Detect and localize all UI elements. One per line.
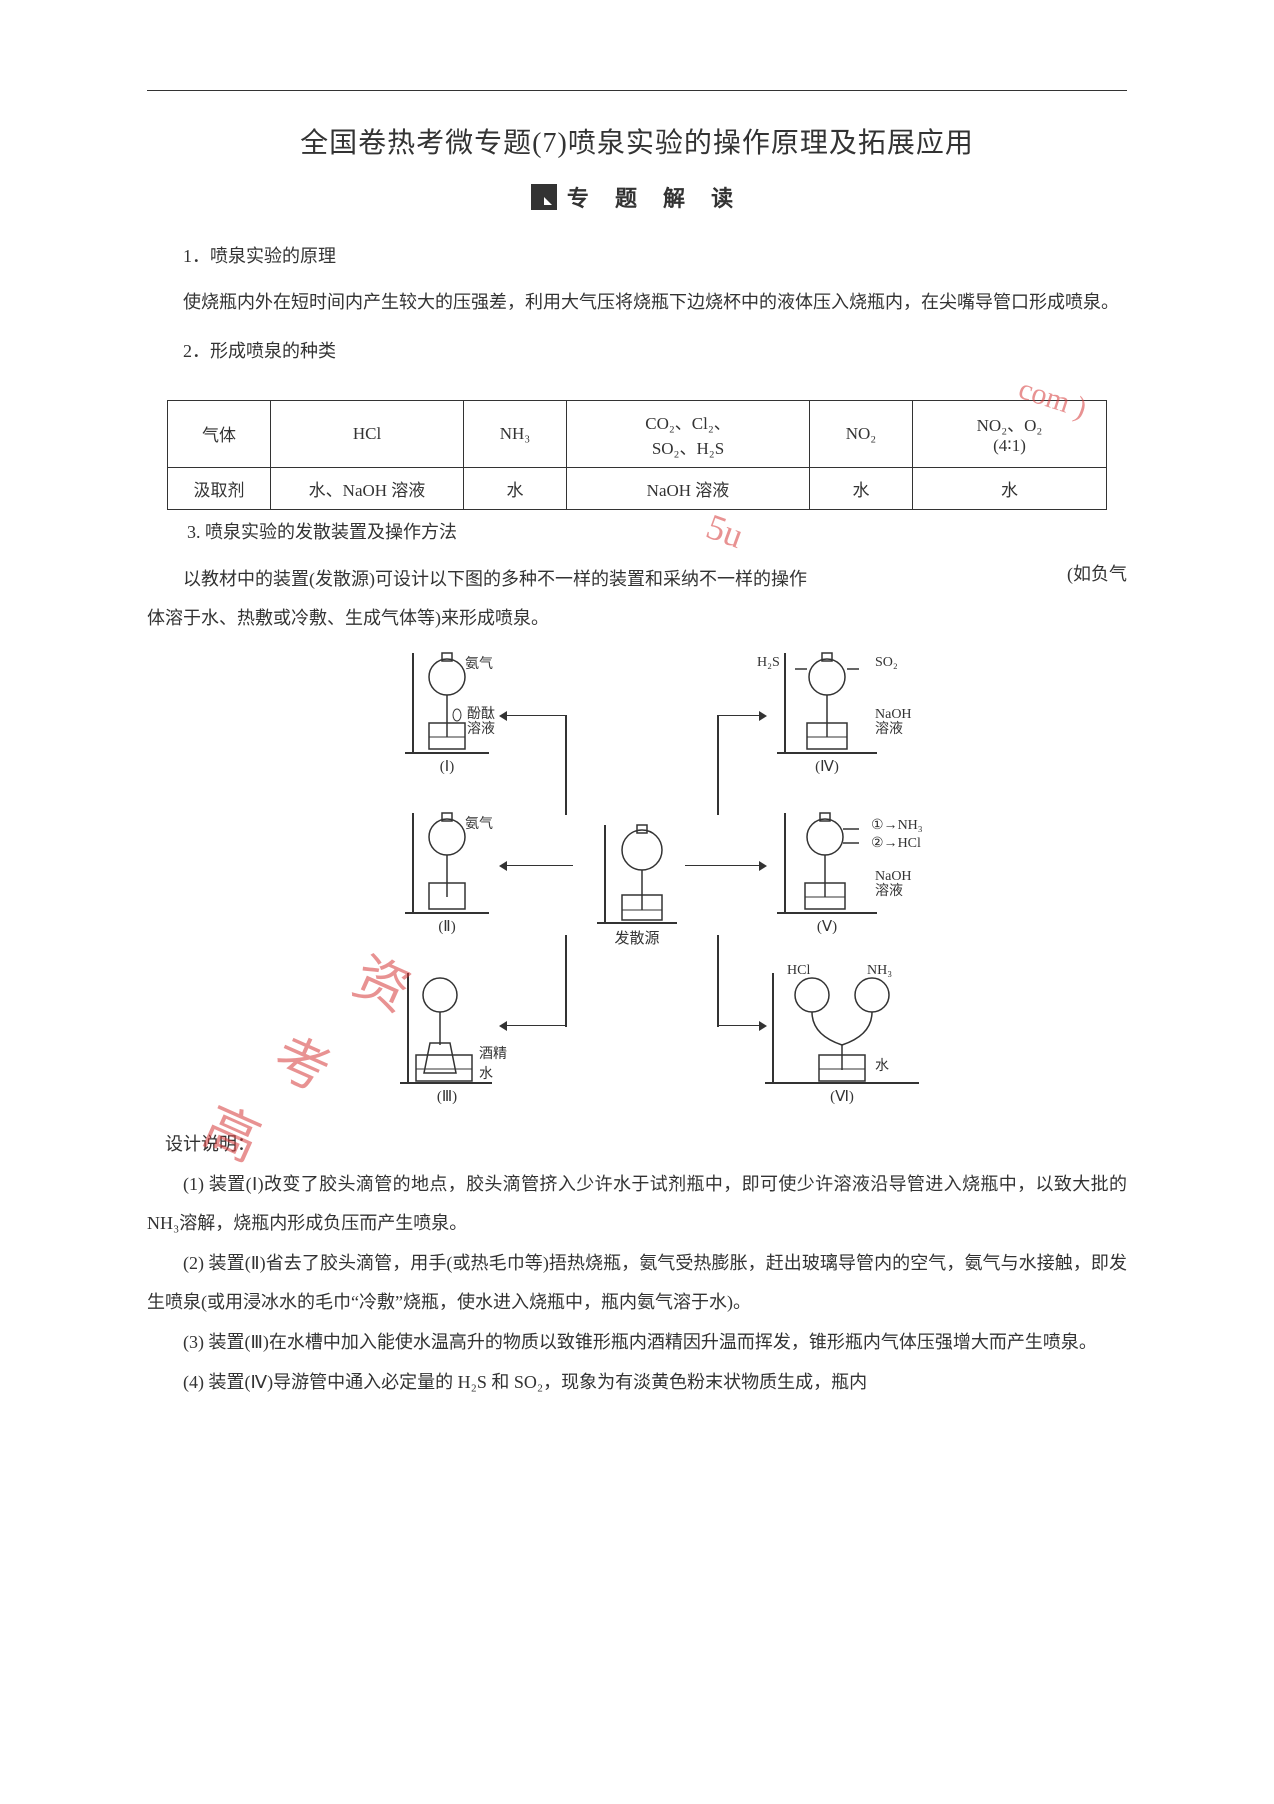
annot-VI-l: HCl (787, 963, 810, 979)
arrowhead-icon (759, 711, 767, 721)
cell: NO₂ (810, 400, 913, 467)
arrowhead-icon (499, 861, 507, 871)
cell-line: SO₂、H₂S (573, 434, 803, 459)
sec3-para-main: 以教材中的装置(发散源)可设计以下图的多种不一样的装置和采纳不一样的操作 (147, 560, 1127, 600)
annot-V-b: ②→HCl (871, 835, 921, 852)
apparatus-IV: (Ⅳ) (767, 645, 887, 776)
diagram-connector (505, 1025, 565, 1027)
apparatus-center: 发散源 (577, 815, 697, 948)
flask-icon (587, 815, 687, 925)
cell: NH₃ (464, 400, 567, 467)
cell: 水、NaOH 溶液 (271, 467, 464, 509)
annot-I-sol: 酚酞溶液 (467, 707, 495, 738)
flask-icon (767, 805, 887, 915)
annot-IV-r: SO₂ (875, 655, 898, 671)
design-head: 设计说明： (147, 1125, 1127, 1165)
diagram-connector (505, 865, 573, 867)
apparatus-VI: (Ⅵ) (757, 965, 927, 1106)
flask-icon (767, 645, 887, 755)
sec3-para-wrap: 以教材中的装置(发散源)可设计以下图的多种不一样的装置和采纳不一样的操作 (如负… (127, 560, 1147, 600)
annot-VI-r: NH₃ (867, 963, 892, 979)
cell-line: (4∶1) (919, 436, 1100, 456)
cell-row1-label: 气体 (168, 400, 271, 467)
diagram-connector (717, 715, 763, 717)
design-3: (3) 装置(Ⅲ)在水槽中加入能使水温高升的物质以致锥形瓶内酒精因升温而挥发，锥… (147, 1323, 1127, 1363)
double-flask-icon (757, 965, 927, 1085)
design-1: (1) 装置(Ⅰ)改变了胶头滴管的地点，胶头滴管挤入少许水于试剂瓶中，即可使少许… (147, 1165, 1127, 1244)
table-row: 汲取剂 水、NaOH 溶液 水 NaOH 溶液 水 水 (168, 467, 1107, 509)
diagram-connector (717, 1025, 763, 1027)
caption-II: (Ⅱ) (387, 917, 507, 936)
diagram-connector (565, 715, 567, 815)
annot-III-a: 酒精 (479, 1043, 507, 1063)
annot-IV-sol: NaOH溶液 (875, 707, 912, 738)
sec1-head: 1．喷泉实验的原理 (147, 237, 1127, 277)
sec1-para: 使烧瓶内外在短时间内产生较大的压强差，利用大气压将烧瓶下边烧杯中的液体压入烧瓶内… (147, 283, 1127, 323)
arrowhead-icon (499, 711, 507, 721)
diagram-connector (505, 715, 565, 717)
main-title: 全国卷热考微专题(7)喷泉实验的操作原理及拓展应用 (127, 121, 1147, 161)
cell: 水 (810, 467, 913, 509)
cell-line: NO₂、O₂ (919, 411, 1100, 436)
caption-I: (Ⅰ) (387, 757, 507, 776)
diagram-connector (685, 865, 763, 867)
arrowhead-icon (759, 1021, 767, 1031)
apparatus-III: (Ⅲ) (387, 965, 507, 1106)
section-banner: 专 题 解 读 (127, 181, 1147, 213)
annot-V-sol: NaOH溶液 (875, 869, 912, 900)
cell: CO₂、Cl₂、 SO₂、H₂S (567, 400, 810, 467)
sec2-head: 2．形成喷泉的种类 (147, 332, 1127, 372)
cell-line: CO₂、Cl₂、 (573, 409, 803, 434)
caption-III: (Ⅲ) (387, 1087, 507, 1106)
sec3-head: 3. 喷泉实验的发散装置及操作方法 (187, 514, 1127, 550)
apparatus-diagram: 发散源 (Ⅰ) 氨气 酚酞溶液 (287, 645, 987, 1115)
fountain-table: 气体 HCl NH₃ CO₂、Cl₂、 SO₂、H₂S NO₂ NO₂、O₂ (… (167, 400, 1107, 510)
diagram-connector (565, 935, 567, 1027)
sec3-para-tail: 体溶于水、热敷或冷敷、生成气体等)来形成喷泉。 (147, 599, 1127, 639)
banner-text: 专 题 解 读 (567, 181, 743, 213)
page-container: 全国卷热考微专题(7)喷泉实验的操作原理及拓展应用 专 题 解 读 1．喷泉实验… (127, 0, 1147, 1482)
design-2: (2) 装置(Ⅱ)省去了胶头滴管，用手(或热毛巾等)捂热烧瓶，氨气受热膨胀，赶出… (147, 1244, 1127, 1323)
annot-I-gas: 氨气 (465, 653, 493, 673)
cell-row2-label: 汲取剂 (168, 467, 271, 509)
caption-V: (Ⅴ) (767, 917, 887, 936)
annot-IV-l: H₂S (757, 655, 780, 671)
table-row: 气体 HCl NH₃ CO₂、Cl₂、 SO₂、H₂S NO₂ NO₂、O₂ (… (168, 400, 1107, 467)
arrow-icon (531, 184, 557, 210)
annot-II-gas: 氨气 (465, 813, 493, 833)
cell: HCl (271, 400, 464, 467)
annot-III-b: 水 (479, 1063, 493, 1083)
diagram-connector (717, 935, 719, 1027)
caption-VI: (Ⅵ) (757, 1087, 927, 1106)
apparatus-V: (Ⅴ) (767, 805, 887, 936)
annot-VI-sol: 水 (875, 1055, 889, 1075)
top-rule (147, 90, 1127, 91)
sec3-side-note: (如负气 (1067, 560, 1127, 586)
caption-center: 发散源 (577, 927, 697, 948)
design-4: (4) 装置(Ⅳ)导游管中通入必定量的 H₂S 和 SO₂，现象为有淡黄色粉末状… (147, 1363, 1127, 1403)
cell: NaOH 溶液 (567, 467, 810, 509)
arrowhead-icon (759, 861, 767, 871)
annot-V-a: ①→NH₃ (871, 817, 923, 834)
cell: 水 (464, 467, 567, 509)
diagram-connector (717, 715, 719, 815)
cell: 水 (913, 467, 1107, 509)
arrowhead-icon (499, 1021, 507, 1031)
cell: NO₂、O₂ (4∶1) (913, 400, 1107, 467)
caption-IV: (Ⅳ) (767, 757, 887, 776)
